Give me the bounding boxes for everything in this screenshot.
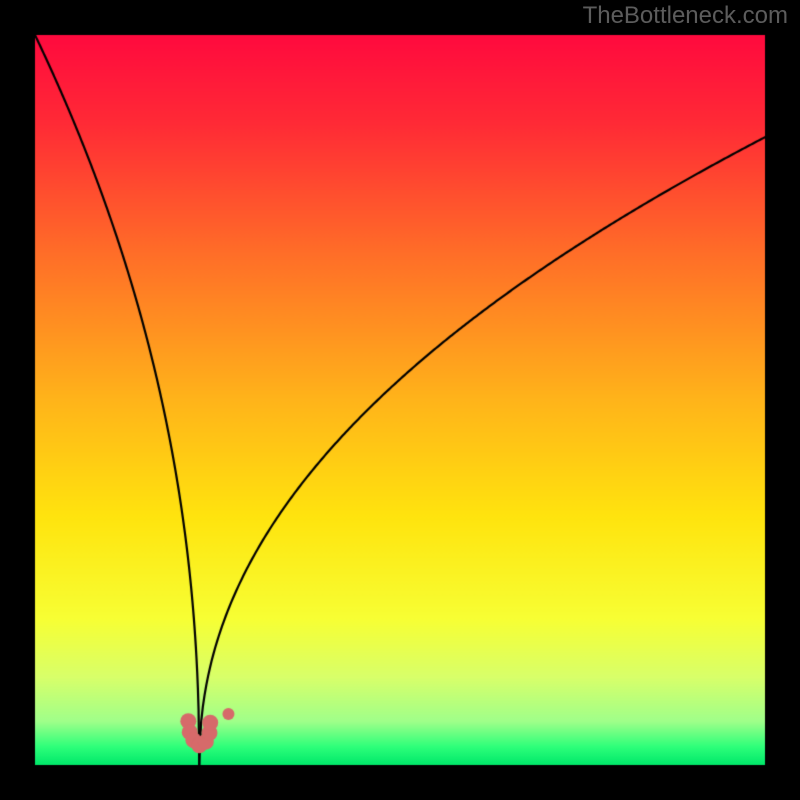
chart-container: TheBottleneck.com xyxy=(0,0,800,800)
bottleneck-chart-canvas xyxy=(0,0,800,800)
